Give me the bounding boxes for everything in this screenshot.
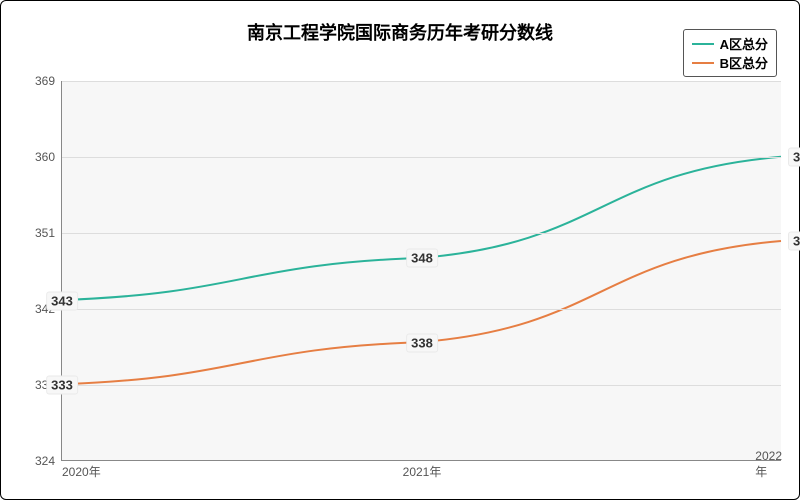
- legend-item-b: B区总分: [692, 53, 768, 72]
- legend-swatch-a: [692, 43, 714, 45]
- series-a-line: [62, 157, 781, 300]
- x-tick-label: 2020年: [62, 463, 101, 480]
- data-point-label: 333: [46, 376, 78, 395]
- gridline: [62, 157, 781, 158]
- line-layer: [62, 81, 781, 460]
- y-tick-label: 369: [35, 74, 55, 88]
- data-point-label: 343: [46, 291, 78, 310]
- y-tick-label: 360: [35, 150, 55, 164]
- x-tick-label: 2022年: [755, 449, 782, 480]
- legend-label-a: A区总分: [720, 34, 768, 53]
- data-point-label: 360: [788, 148, 800, 167]
- gridline: [62, 385, 781, 386]
- legend: A区总分 B区总分: [683, 29, 777, 77]
- data-point-label: 350: [788, 232, 800, 251]
- legend-item-a: A区总分: [692, 34, 768, 53]
- chart-container: 南京工程学院国际商务历年考研分数线 A区总分 B区总分 324333342351…: [0, 0, 800, 500]
- chart-title: 南京工程学院国际商务历年考研分数线: [247, 19, 553, 45]
- data-point-label: 338: [406, 333, 438, 352]
- y-tick-label: 324: [35, 454, 55, 468]
- legend-label-b: B区总分: [720, 53, 768, 72]
- data-point-label: 348: [406, 249, 438, 268]
- gridline: [62, 233, 781, 234]
- x-tick-label: 2021年: [403, 463, 442, 480]
- plot-area: 3243333423513603692020年2021年2022年3433483…: [61, 81, 781, 461]
- legend-swatch-b: [692, 62, 714, 64]
- gridline: [62, 81, 781, 82]
- gridline: [62, 309, 781, 310]
- y-tick-label: 351: [35, 226, 55, 240]
